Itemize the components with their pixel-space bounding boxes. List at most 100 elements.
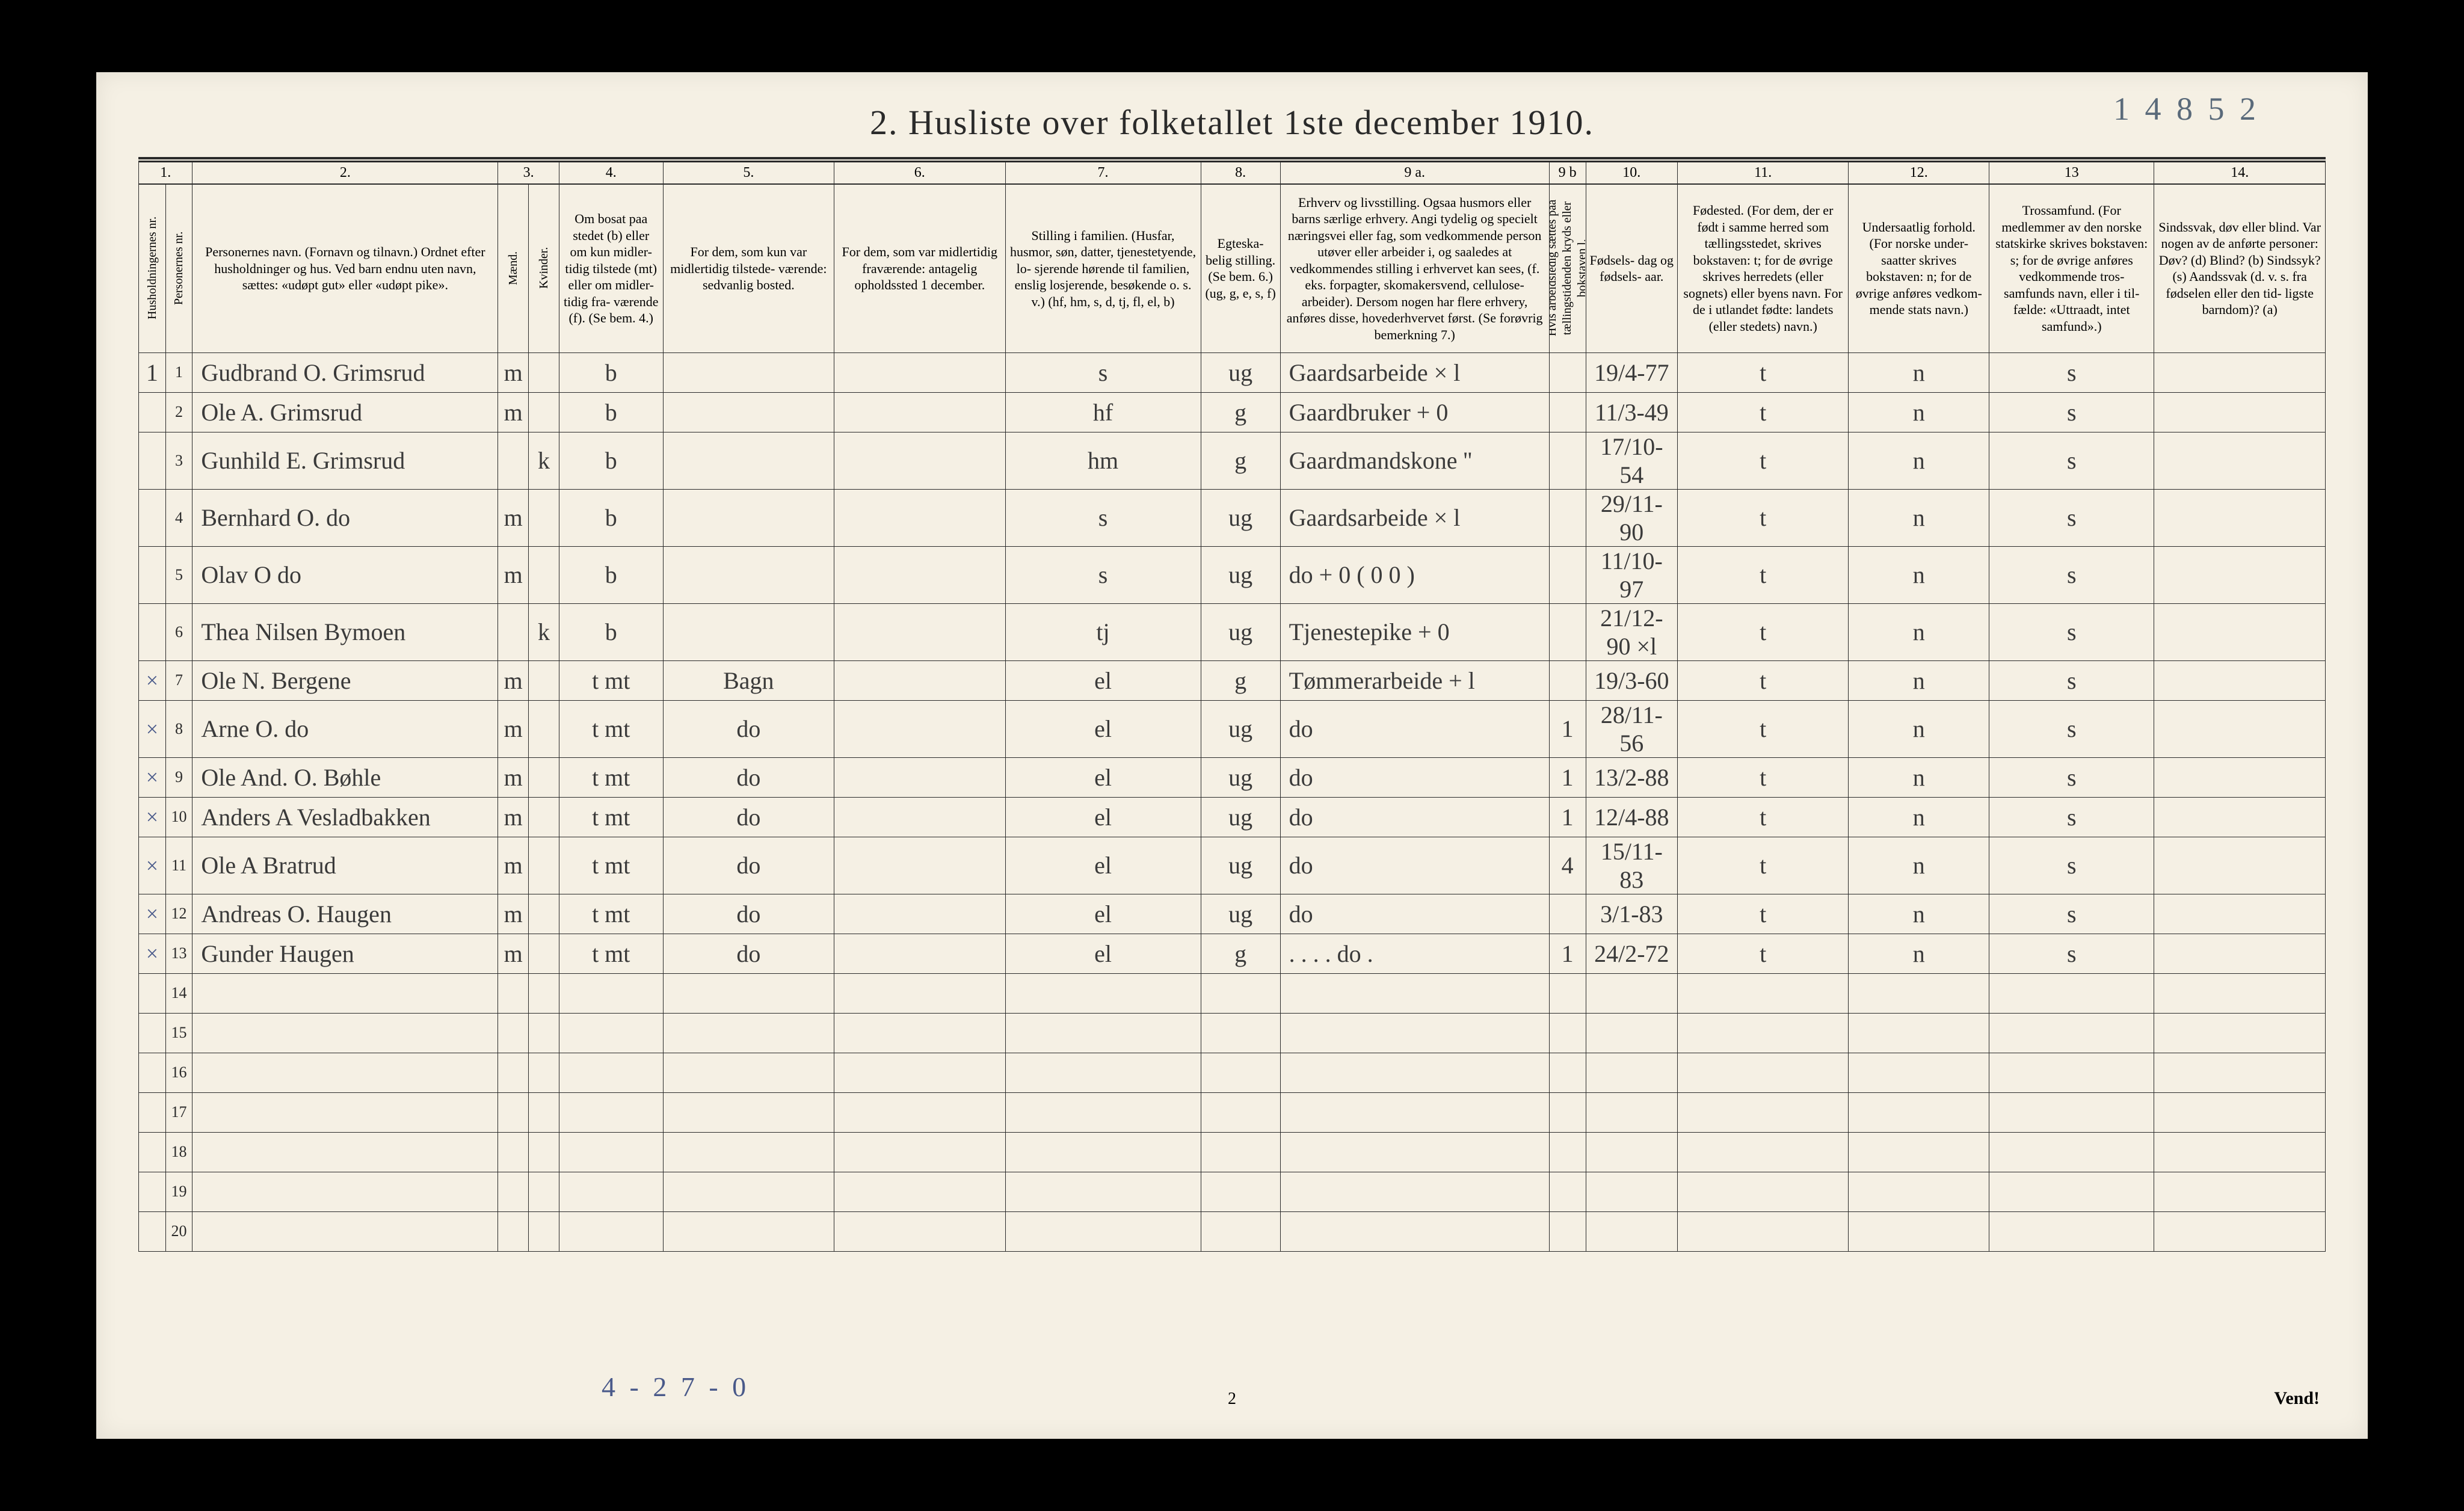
cell-religion: s [1989, 837, 2154, 894]
cell-unemployed [1549, 352, 1586, 392]
cell-sedv: Bagn [663, 660, 834, 700]
cell-sex-m: m [498, 934, 529, 973]
cell-sex-k [529, 352, 559, 392]
cell-family: el [1005, 934, 1201, 973]
cell-empty [139, 1172, 166, 1211]
cell-person-nr: 2 [165, 392, 192, 432]
cell-birthdate: 3/1-83 [1586, 894, 1677, 934]
cell-family: el [1005, 837, 1201, 894]
cell-birthdate: 29/11-90 [1586, 489, 1677, 546]
cell-marital: g [1201, 934, 1280, 973]
cell-name: Ole A Bratrud [192, 837, 498, 894]
cell-sedv: do [663, 797, 834, 837]
header-sex-k: Kvinder. [529, 184, 559, 352]
table-row: 6Thea Nilsen BymoenkbtjugTjenestepike + … [139, 603, 2326, 660]
cell-marital: ug [1201, 837, 1280, 894]
table-row-empty: 19 [139, 1172, 2326, 1211]
cell-frav [834, 700, 1005, 757]
cell-sex-m: m [498, 546, 529, 603]
cell-birthdate: 19/4-77 [1586, 352, 1677, 392]
cell-sex-k [529, 392, 559, 432]
cell-disability [2154, 603, 2326, 660]
cell-birthplace: t [1677, 546, 1848, 603]
vend-label: Vend! [2274, 1388, 2320, 1409]
cell-person-nr: 1 [165, 352, 192, 392]
cell-person-nr: 9 [165, 757, 192, 797]
cell-occupation: Tømmerarbeide + l [1280, 660, 1549, 700]
cell-person-nr: 19 [165, 1172, 192, 1211]
header-marital: Egteska- belig stilling. (Se bem. 6.) (u… [1201, 184, 1280, 352]
cell-disability [2154, 489, 2326, 546]
cell-frav [834, 797, 1005, 837]
cell-unemployed: 4 [1549, 837, 1586, 894]
cell-person-nr: 3 [165, 432, 192, 489]
cell-disability [2154, 546, 2326, 603]
cell-family: el [1005, 797, 1201, 837]
cell-religion: s [1989, 700, 2154, 757]
cell-disability [2154, 352, 2326, 392]
cell-sex-k [529, 660, 559, 700]
colnum-9b: 9 b [1549, 162, 1586, 185]
cell-disability [2154, 660, 2326, 700]
cell-name: Gudbrand O. Grimsrud [192, 352, 498, 392]
cell-family: s [1005, 489, 1201, 546]
table-row: ×10Anders A Vesladbakkenmt mtdoelugdo112… [139, 797, 2326, 837]
cell-nationality: n [1849, 392, 1989, 432]
cell-birthdate: 24/2-72 [1586, 934, 1677, 973]
cell-sex-m: m [498, 757, 529, 797]
cell-marital: ug [1201, 894, 1280, 934]
cell-mark [139, 546, 166, 603]
cell-name: Bernhard O. do [192, 489, 498, 546]
cell-disability [2154, 432, 2326, 489]
cell-occupation: do [1280, 797, 1549, 837]
cell-mark [139, 603, 166, 660]
cell-marital: ug [1201, 757, 1280, 797]
cell-unemployed [1549, 432, 1586, 489]
cell-nationality: n [1849, 934, 1989, 973]
cell-religion: s [1989, 603, 2154, 660]
colnum-10: 10. [1586, 162, 1677, 185]
cell-residence: t mt [559, 700, 663, 757]
cell-person-nr: 5 [165, 546, 192, 603]
cell-marital: ug [1201, 603, 1280, 660]
cell-residence: b [559, 546, 663, 603]
cell-sex-k [529, 837, 559, 894]
cell-marital: ug [1201, 546, 1280, 603]
cell-religion: s [1989, 660, 2154, 700]
cell-sedv [663, 352, 834, 392]
cell-name: Ole A. Grimsrud [192, 392, 498, 432]
cell-disability [2154, 392, 2326, 432]
cell-birthdate: 12/4-88 [1586, 797, 1677, 837]
cell-birthdate: 15/11-83 [1586, 837, 1677, 894]
cell-nationality: n [1849, 546, 1989, 603]
cell-person-nr: 13 [165, 934, 192, 973]
rule-divider [138, 157, 2326, 162]
cell-sex-m: m [498, 489, 529, 546]
cell-religion: s [1989, 432, 2154, 489]
cell-birthplace: t [1677, 934, 1848, 973]
cell-sedv: do [663, 837, 834, 894]
table-row: 5Olav O dombsugdo + 0 ( 0 0 )11/10-97tns [139, 546, 2326, 603]
cell-residence: t mt [559, 660, 663, 700]
table-row: ×13Gunder Haugenmt mtdoelg. . . . do .12… [139, 934, 2326, 973]
cell-nationality: n [1849, 352, 1989, 392]
cell-sedv: do [663, 894, 834, 934]
table-row: ×9Ole And. O. Bøhlemt mtdoelugdo113/2-88… [139, 757, 2326, 797]
cell-person-nr: 7 [165, 660, 192, 700]
cell-disability [2154, 894, 2326, 934]
cell-birthplace: t [1677, 894, 1848, 934]
cell-person-nr: 10 [165, 797, 192, 837]
table-row: ×7Ole N. Bergenemt mtBagnelgTømmerarbeid… [139, 660, 2326, 700]
cell-nationality: n [1849, 432, 1989, 489]
cell-name: Olav O do [192, 546, 498, 603]
cell-residence: b [559, 603, 663, 660]
cell-sedv [663, 546, 834, 603]
cell-birthplace: t [1677, 797, 1848, 837]
cell-birthplace: t [1677, 757, 1848, 797]
cell-birthplace: t [1677, 700, 1848, 757]
cell-residence: t mt [559, 797, 663, 837]
cell-marital: g [1201, 660, 1280, 700]
cell-unemployed [1549, 392, 1586, 432]
table-row: 11Gudbrand O. GrimsrudmbsugGaardsarbeide… [139, 352, 2326, 392]
cell-family: el [1005, 894, 1201, 934]
